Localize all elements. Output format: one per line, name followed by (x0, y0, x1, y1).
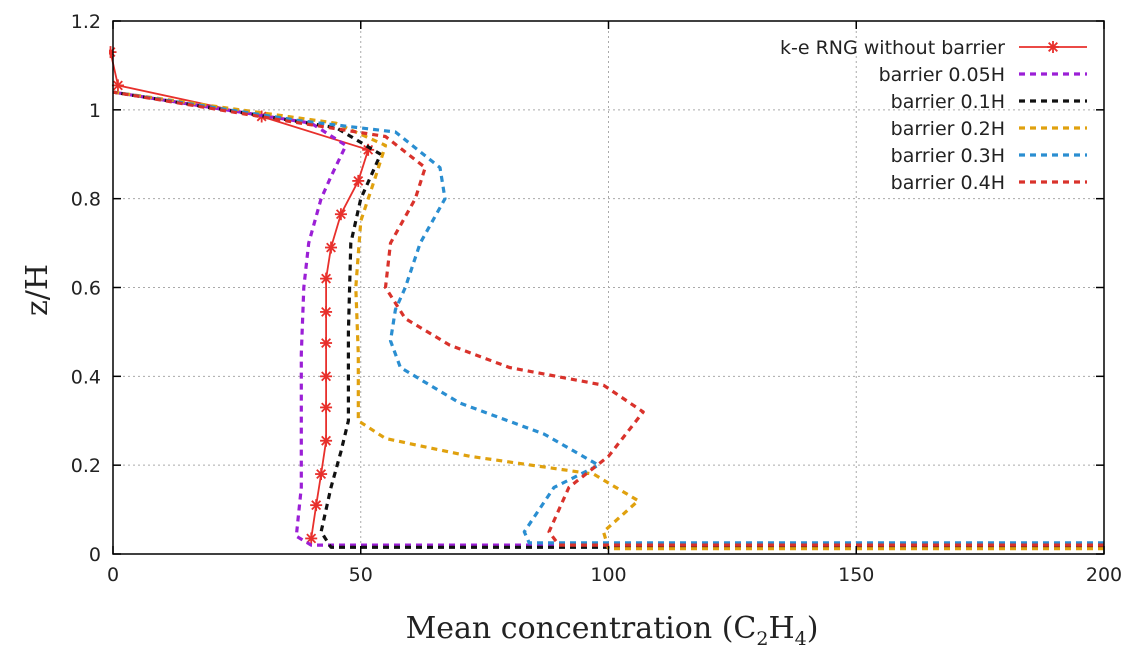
marker-stroke (316, 469, 327, 480)
legend-label: barrier 0.4H (891, 172, 1005, 194)
marker-stroke (321, 371, 332, 382)
data-point-k-e-rng-without-barrier (305, 532, 318, 545)
series-line-barrier-0-05h (112, 90, 1104, 547)
legend-item-barrier-0-3h: barrier 0.3H (891, 145, 1087, 167)
series-line-barrier-0-1h (112, 90, 1104, 549)
legend-label: k-e RNG without barrier (780, 37, 1005, 59)
marker-stroke (311, 500, 322, 511)
data-point-k-e-rng-without-barrier (320, 305, 333, 318)
legend-label: barrier 0.3H (891, 145, 1005, 167)
legend-item-barrier-0-05h: barrier 0.05H (879, 64, 1087, 86)
marker-stroke (326, 242, 336, 253)
data-point-k-e-rng-without-barrier (334, 208, 347, 221)
y-tick-label: 0 (89, 544, 101, 566)
series-line-k-e-rng-without-barrier (109, 51, 370, 539)
marker-stroke (353, 175, 364, 186)
y-tick-label: 0.2 (71, 455, 101, 477)
legend-item-k-e-rng-without-barrier: k-e RNG without barrier (780, 37, 1087, 59)
legend-item-barrier-0-4h: barrier 0.4H (891, 172, 1087, 194)
x-axis-title: Mean concentration (C2H4) (406, 611, 819, 650)
data-point-k-e-rng-without-barrier (320, 401, 333, 414)
data-point-k-e-rng-without-barrier (315, 468, 328, 481)
series-barrier-0-3h (112, 90, 1104, 545)
series-k-e-rng-without-barrier (109, 46, 375, 545)
plot-series (109, 46, 1104, 551)
marker-stroke (321, 273, 332, 284)
series-barrier-0-05h (112, 90, 1104, 547)
marker-stroke (1048, 42, 1058, 52)
data-point-k-e-rng-without-barrier (320, 434, 333, 447)
y-tick-label: 1 (89, 100, 101, 122)
x-tick-label: 0 (107, 564, 119, 586)
y-tick-label: 0.6 (71, 278, 101, 300)
x-tick-label: 100 (590, 564, 626, 586)
marker-stroke (306, 533, 317, 544)
grid (113, 21, 1104, 554)
data-point-k-e-rng-without-barrier (320, 272, 333, 285)
marker-stroke (335, 209, 346, 220)
legend-item-barrier-0-2h: barrier 0.2H (891, 118, 1087, 140)
y-tick-label: 1.2 (71, 11, 101, 33)
data-point-k-e-rng-without-barrier (111, 79, 124, 92)
marker-stroke (321, 338, 332, 348)
x-tick-label: 150 (838, 564, 874, 586)
marker-stroke (321, 306, 332, 317)
legend-marker (1047, 41, 1059, 53)
x-tick-label: 50 (349, 564, 373, 586)
series-line-barrier-0-3h (112, 90, 1104, 545)
marker-stroke (321, 402, 332, 413)
axis-ticks: 0 50 100 150 200 0 0.2 0.4 0.6 0.8 1 1.2 (71, 11, 1122, 586)
data-point-k-e-rng-without-barrier (352, 174, 365, 187)
marker-stroke (112, 80, 123, 91)
data-point-k-e-rng-without-barrier (310, 499, 323, 512)
legend-item-barrier-0-1h: barrier 0.1H (891, 91, 1087, 113)
series-barrier-0-1h (112, 90, 1104, 549)
y-axis-title: z/H (20, 264, 55, 316)
marker-stroke (321, 435, 332, 446)
legend-label: barrier 0.2H (891, 118, 1005, 140)
data-point-k-e-rng-without-barrier (325, 241, 338, 254)
series-barrier-0-4h (112, 90, 1104, 547)
legend-label: barrier 0.05H (879, 64, 1005, 86)
series-barrier-0-2h (112, 90, 1104, 551)
y-tick-label: 0.8 (71, 189, 101, 211)
data-point-k-e-rng-without-barrier (320, 370, 333, 383)
legend-label: barrier 0.1H (891, 91, 1005, 113)
legend: k-e RNG without barrier barrier 0.05H barr… (780, 37, 1087, 194)
x-tick-label: 200 (1086, 564, 1122, 586)
y-tick-label: 0.4 (71, 366, 101, 388)
data-point-k-e-rng-without-barrier (320, 337, 333, 350)
series-line-barrier-0-2h (112, 90, 1104, 551)
series-line-barrier-0-4h (112, 90, 1104, 547)
